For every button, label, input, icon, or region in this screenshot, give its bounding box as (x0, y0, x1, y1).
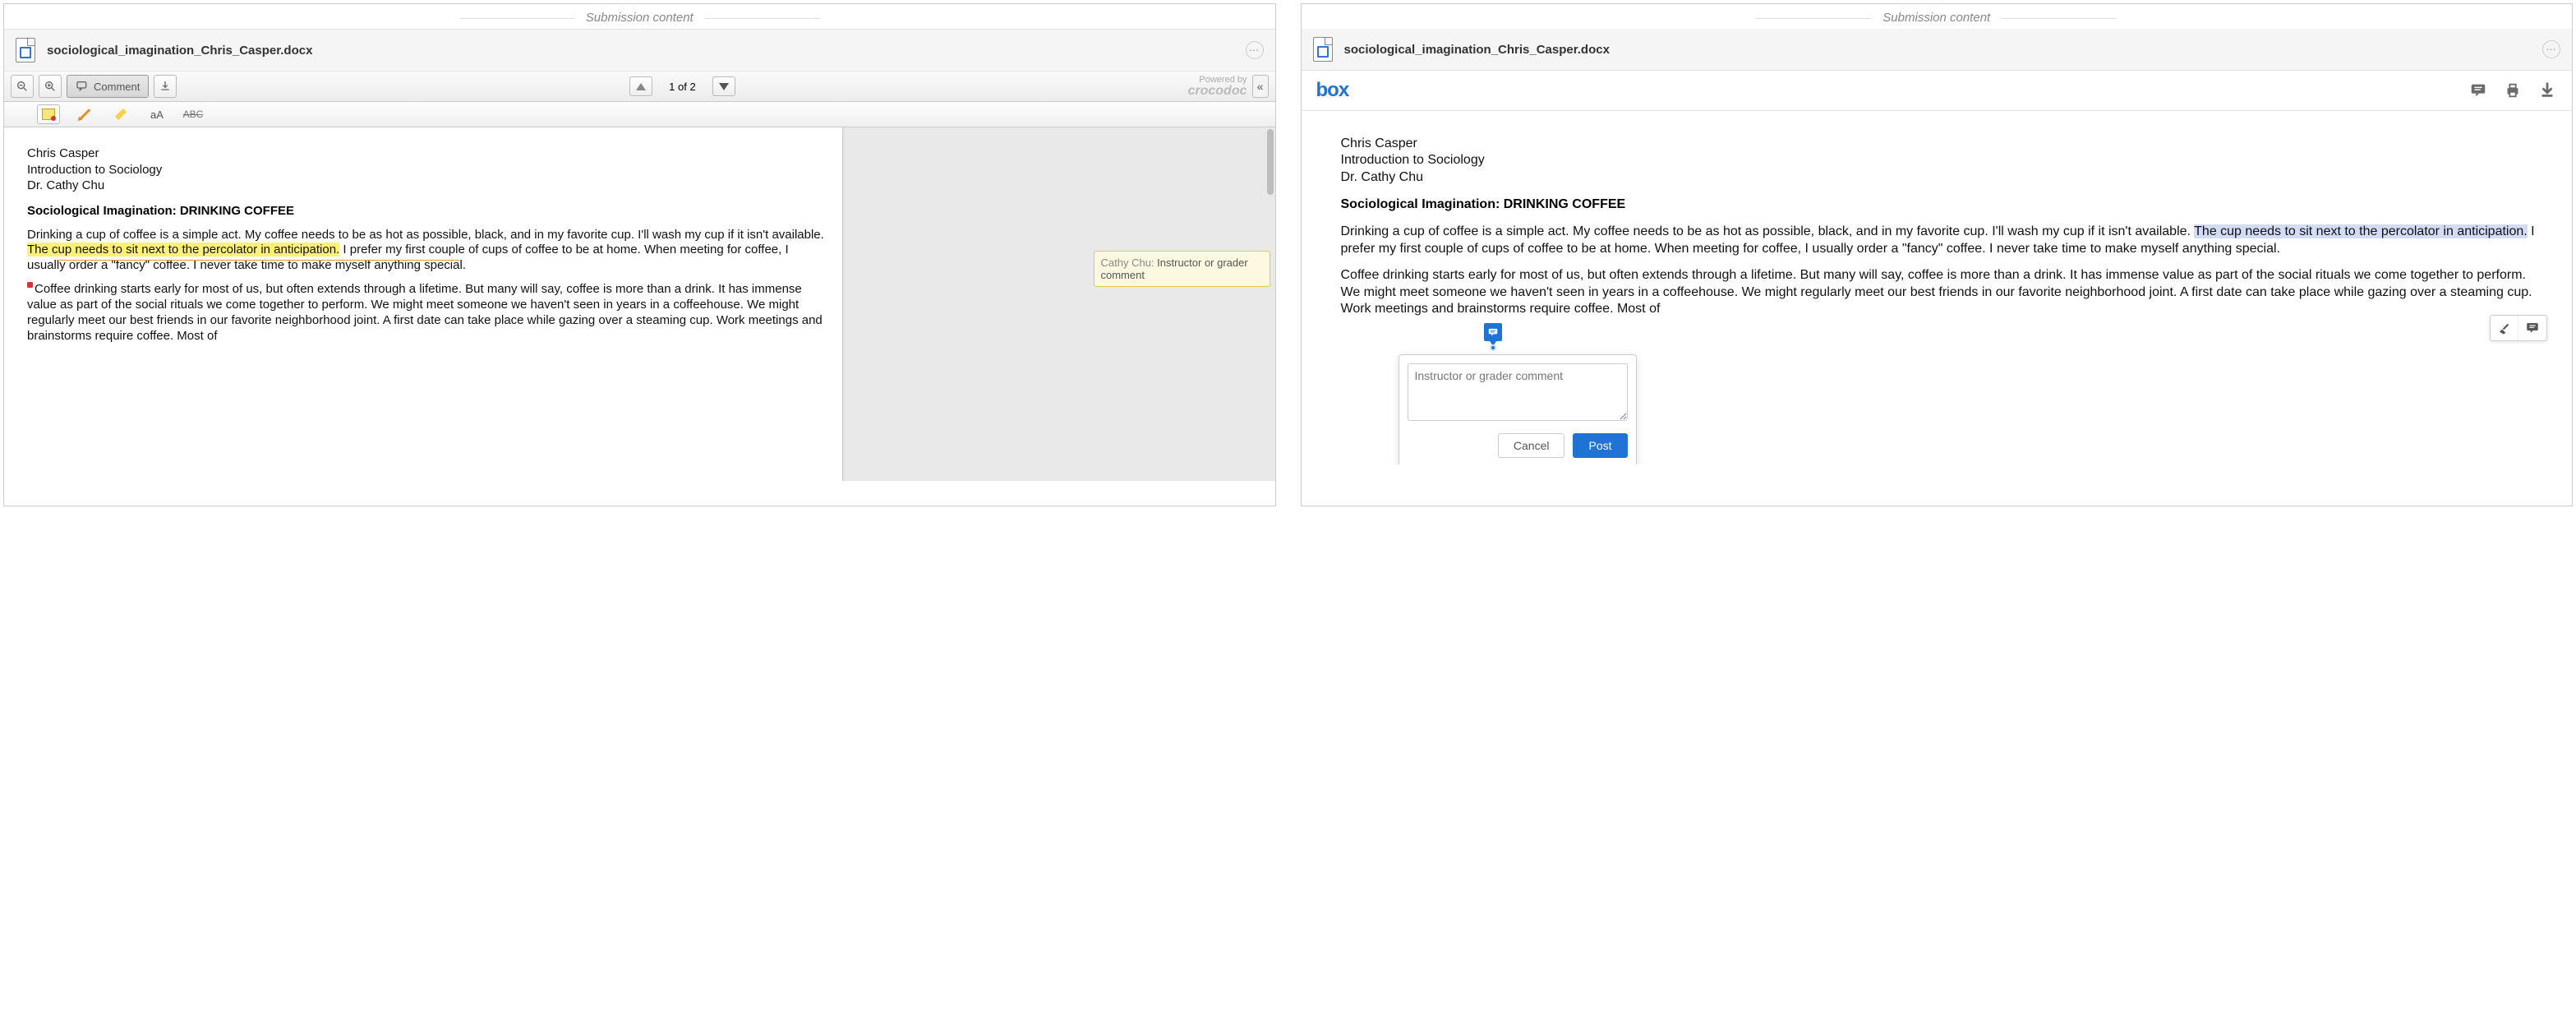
panel-title-wrap: Submission content (4, 4, 1275, 29)
page-indicator: 1 of 2 (669, 81, 696, 93)
doc-content: Chris Casper Introduction to Sociology D… (1341, 136, 2540, 318)
text-icon: aA (150, 109, 164, 121)
more-button[interactable]: ⋯ (2542, 40, 2560, 58)
pen-icon (79, 109, 90, 119)
annotation-floating-tools (2490, 315, 2547, 341)
download-icon (159, 80, 172, 93)
print-button[interactable] (2503, 81, 2523, 100)
strikeout-tool[interactable]: ABC (182, 104, 205, 124)
annotation-toolbar: aA ABC (4, 102, 1275, 127)
doc-course: Introduction to Sociology (1341, 152, 2540, 169)
crocodoc-logo: Powered by crocodoc (1187, 76, 1247, 98)
highlighter-icon (115, 109, 127, 120)
download-button[interactable] (154, 75, 177, 98)
crocodoc-toolbar: Comment 1 of 2 Powered by crocodoc « (4, 72, 1275, 102)
zoom-out-icon (16, 80, 29, 93)
doc-author: Chris Casper (27, 146, 826, 162)
strikeout-icon: ABC (183, 109, 204, 120)
highlighted-text[interactable]: The cup needs to sit next to the percola… (2194, 224, 2528, 238)
popup-buttons: Cancel Post (1408, 433, 1628, 458)
download-icon (2538, 81, 2556, 99)
doc-instructor: Dr. Cathy Chu (1341, 169, 2540, 186)
doc-course: Introduction to Sociology (27, 162, 826, 178)
download-button[interactable] (2537, 81, 2557, 100)
file-header: sociological_imagination_Chris_Casper.do… (4, 29, 1275, 72)
scrollbar-thumb[interactable] (1267, 129, 1274, 195)
comment-icon (2525, 321, 2540, 335)
doc-author: Chris Casper (1341, 136, 2540, 152)
doc-instructor: Dr. Cathy Chu (27, 178, 826, 194)
doc-para-2: Coffee drinking starts early for most of… (27, 282, 826, 344)
doc-para-2: Coffee drinking starts early for most of… (1341, 267, 2540, 317)
right-panel: Submission content sociological_imaginat… (1301, 3, 2574, 506)
zoom-in-button[interactable] (39, 75, 62, 98)
doc-title: Sociological Imagination: DRINKING COFFE… (27, 204, 826, 218)
zoom-in-icon (44, 80, 57, 93)
highlight-tool[interactable] (109, 104, 132, 124)
sticky-note-tool[interactable] (37, 104, 60, 124)
comment-popup: Cancel Post (1399, 354, 1637, 464)
comment-icon (1487, 326, 1499, 338)
comment-flyout[interactable]: Cathy Chu: Instructor or grader comment (1094, 251, 1270, 287)
doc-title: Sociological Imagination: DRINKING COFFE… (1341, 197, 2540, 212)
doc-content: Chris Casper Introduction to Sociology D… (27, 146, 826, 344)
panel-title: Submission content (574, 11, 705, 25)
filename: sociological_imagination_Chris_Casper.do… (47, 44, 312, 58)
comment-anchor[interactable] (1484, 323, 1502, 341)
doc-icon (16, 38, 35, 62)
box-logo: box (1316, 79, 1349, 102)
zoom-out-button[interactable] (11, 75, 34, 98)
comment-toggle-button[interactable]: Comment (67, 75, 149, 98)
comment-connector (57, 260, 459, 261)
highlight-tool[interactable] (2491, 316, 2518, 340)
draw-tool[interactable] (73, 104, 96, 124)
panel-title-wrap: Submission content (1302, 4, 2573, 29)
next-page-button[interactable] (712, 76, 735, 96)
file-header: sociological_imagination_Chris_Casper.do… (1302, 29, 2573, 71)
comment-textarea[interactable] (1408, 363, 1628, 421)
doc-para-1: Drinking a cup of coffee is a simple act… (1341, 224, 2540, 257)
page-surface[interactable]: Chris Casper Introduction to Sociology D… (4, 127, 843, 481)
comment-tool[interactable] (2518, 316, 2546, 340)
comment-button[interactable] (2468, 81, 2488, 100)
box-toolbar: box (1302, 71, 2573, 111)
sidebar-gutter (843, 127, 1275, 481)
page-surface[interactable]: Chris Casper Introduction to Sociology D… (1302, 111, 2573, 464)
doc-icon (1313, 37, 1333, 62)
left-panel: Submission content sociological_imaginat… (3, 3, 1276, 506)
comment-marker[interactable] (27, 282, 33, 288)
post-button[interactable]: Post (1573, 433, 1627, 458)
comment-anchor-dot (1490, 344, 1496, 351)
doc-area: Chris Casper Introduction to Sociology D… (4, 127, 1275, 481)
panel-title: Submission content (1871, 11, 2002, 25)
comment-author: Cathy Chu: (1101, 256, 1154, 269)
highlighter-icon (2497, 321, 2512, 335)
highlighted-text[interactable]: The cup needs to sit next to the percola… (27, 243, 339, 256)
text-tool[interactable]: aA (145, 104, 168, 124)
more-button[interactable]: ⋯ (1246, 41, 1264, 59)
comment-icon (76, 80, 89, 93)
page-nav: 1 of 2 (629, 76, 735, 96)
filename: sociological_imagination_Chris_Casper.do… (1344, 43, 1610, 57)
collapse-button[interactable]: « (1252, 75, 1269, 98)
comment-icon (2469, 81, 2487, 99)
doc-para-1: Drinking a cup of coffee is a simple act… (27, 228, 826, 275)
prev-page-button[interactable] (629, 76, 652, 96)
print-icon (2504, 81, 2522, 99)
comment-label: Comment (94, 81, 140, 93)
sticky-note-icon (42, 109, 55, 120)
cancel-button[interactable]: Cancel (1498, 433, 1565, 458)
